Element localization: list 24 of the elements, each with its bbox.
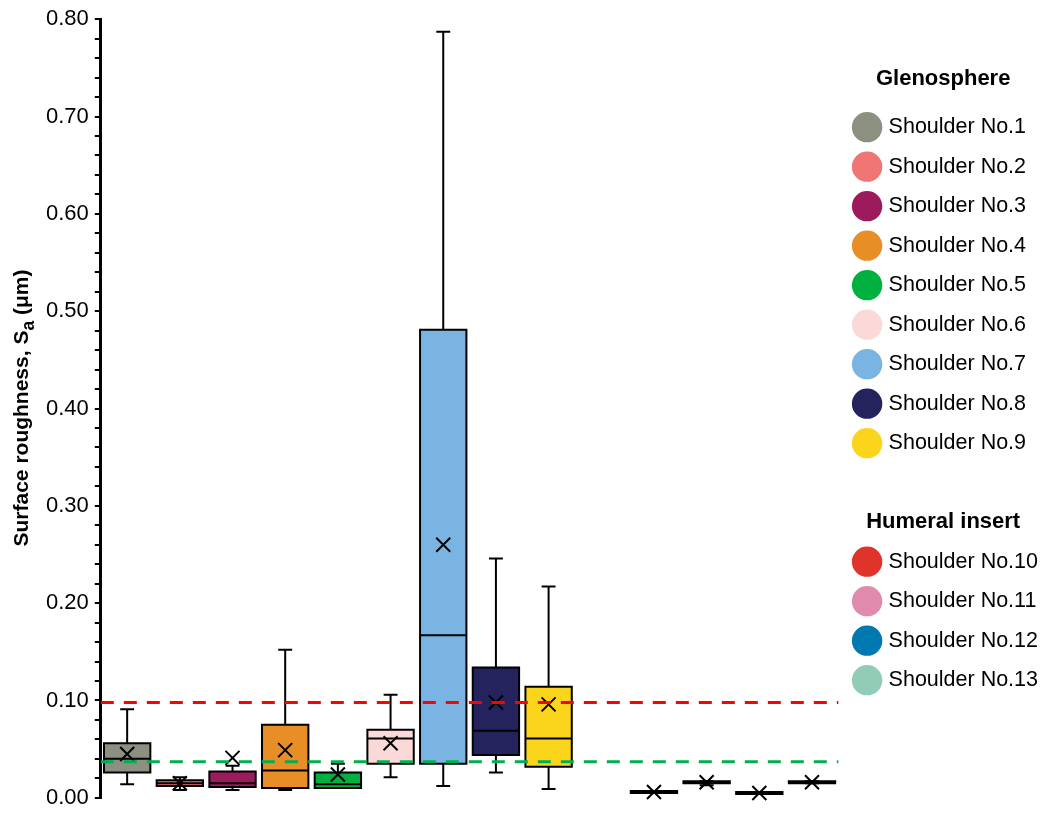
y-tick-label: 0.40 (45, 394, 89, 420)
y-tick-label: 0.10 (45, 686, 89, 712)
legend-label: Shoulder No.1 (888, 114, 1027, 139)
legend-label: Shoulder No.11 (888, 588, 1037, 613)
text: Humeral insert (866, 508, 1021, 534)
y-tick-label: 0.30 (45, 491, 89, 517)
y-tick-label: 0.70 (45, 102, 89, 128)
legend-label: Shoulder No.2 (888, 153, 1027, 178)
legend-label: Shoulder No.3 (888, 193, 1027, 218)
legend-label: Shoulder No.12 (888, 627, 1039, 652)
y-tick-label: 0.60 (45, 199, 89, 225)
legend-label: Shoulder No.7 (888, 351, 1027, 376)
legend-label: Shoulder No.8 (888, 390, 1027, 415)
y-tick-label: 0.20 (45, 589, 89, 615)
legend-label: Shoulder No.5 (888, 272, 1027, 297)
y-tick-label: 0.00 (45, 783, 89, 809)
y-tick-label: 0.80 (45, 5, 89, 31)
legend-label: Shoulder No.6 (888, 311, 1027, 336)
legend-label: Shoulder No.13 (888, 667, 1039, 692)
legend-label: Shoulder No.9 (888, 430, 1027, 455)
legend-label: Shoulder No.10 (888, 548, 1039, 573)
legend-title: Glenosphere (875, 65, 1011, 91)
legend-label: Shoulder No.4 (888, 232, 1027, 257)
y-tick-label: 0.50 (45, 297, 89, 323)
